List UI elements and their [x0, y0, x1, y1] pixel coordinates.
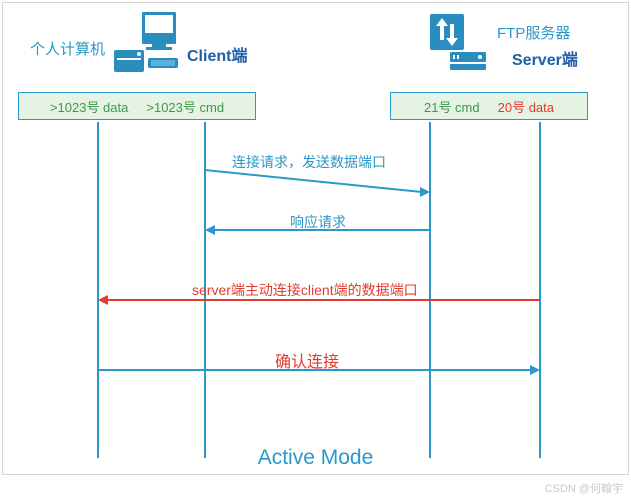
watermark: CSDN @何翰宇: [545, 480, 623, 496]
message-arrows: [0, 0, 631, 500]
diagram-title: Active Mode: [0, 446, 631, 470]
message-label-0: 连接请求，发送数据端口: [232, 152, 386, 172]
message-label-3: 确认连接: [275, 348, 339, 372]
message-label-2: server端主动连接client端的数据端口: [192, 280, 418, 300]
message-label-1: 响应请求: [290, 212, 346, 232]
